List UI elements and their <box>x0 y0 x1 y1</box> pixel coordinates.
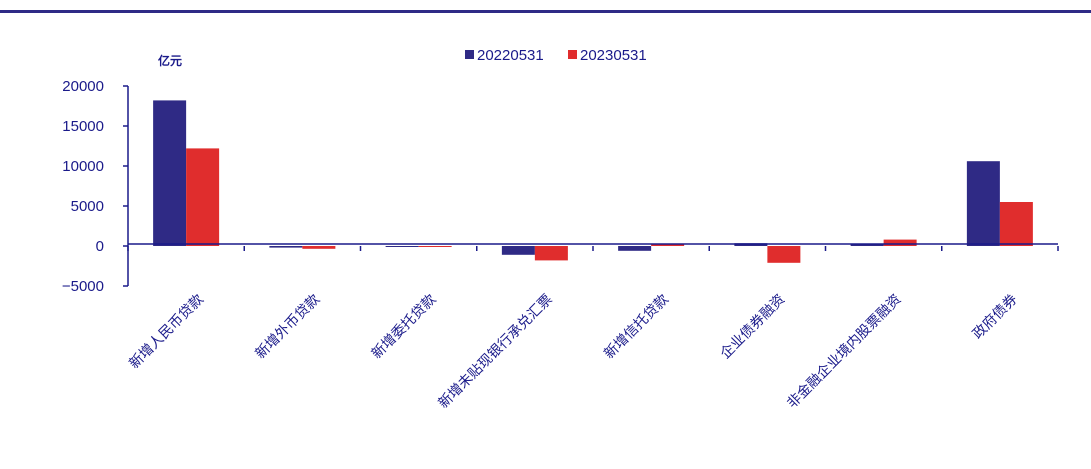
bar-20230531-5 <box>767 246 801 263</box>
bar-20220531-1 <box>269 246 303 248</box>
bar-20220531-6 <box>850 243 884 246</box>
bar-20230531-4 <box>651 244 685 246</box>
bar-20230531-7 <box>999 202 1033 246</box>
bars <box>153 100 1033 263</box>
y-axis-ticks: 20000 15000 10000 5000 0 −5000 <box>62 78 128 295</box>
category-label: 政府债券 <box>970 292 1021 343</box>
y-unit-label: 亿元 <box>158 53 182 68</box>
bar-20220531-7 <box>966 161 1000 246</box>
bar-20220531-2 <box>385 246 419 247</box>
bar-20220531-3 <box>501 246 535 255</box>
legend-label-20230531: 20230531 <box>580 47 647 64</box>
bar-20230531-0 <box>186 148 220 246</box>
y-tick-label: 0 <box>96 238 104 255</box>
category-label: 企业债券融资 <box>717 291 788 362</box>
y-tick-label: −5000 <box>62 278 104 295</box>
bar-20230531-1 <box>302 246 336 249</box>
category-label: 新增未贴现银行承兑汇票 <box>435 292 555 412</box>
bar-20230531-2 <box>418 246 452 247</box>
y-tick-label: 10000 <box>62 158 104 175</box>
y-tick-label: 15000 <box>62 118 104 135</box>
legend: 20220531 20230531 <box>465 47 647 64</box>
y-tick-label: 5000 <box>71 198 104 215</box>
legend-swatch-20220531 <box>465 50 474 59</box>
bar-20220531-0 <box>153 100 187 247</box>
bar-20220531-4 <box>618 246 652 251</box>
legend-swatch-20230531 <box>568 50 577 59</box>
category-label: 新增人民币贷款 <box>126 292 207 373</box>
category-label: 新增委托贷款 <box>369 292 440 363</box>
x-axis-ticks <box>127 246 1059 251</box>
top-rule <box>0 10 1091 13</box>
category-label: 新增外币贷款 <box>252 292 323 363</box>
y-tick-label: 20000 <box>62 78 104 95</box>
category-label: 新增信托贷款 <box>601 292 672 363</box>
legend-label-20220531: 20220531 <box>477 47 544 64</box>
bar-20230531-3 <box>534 246 568 261</box>
bar-20230531-6 <box>883 239 917 246</box>
category-label: 非金融企业境内股票融资 <box>784 291 905 412</box>
